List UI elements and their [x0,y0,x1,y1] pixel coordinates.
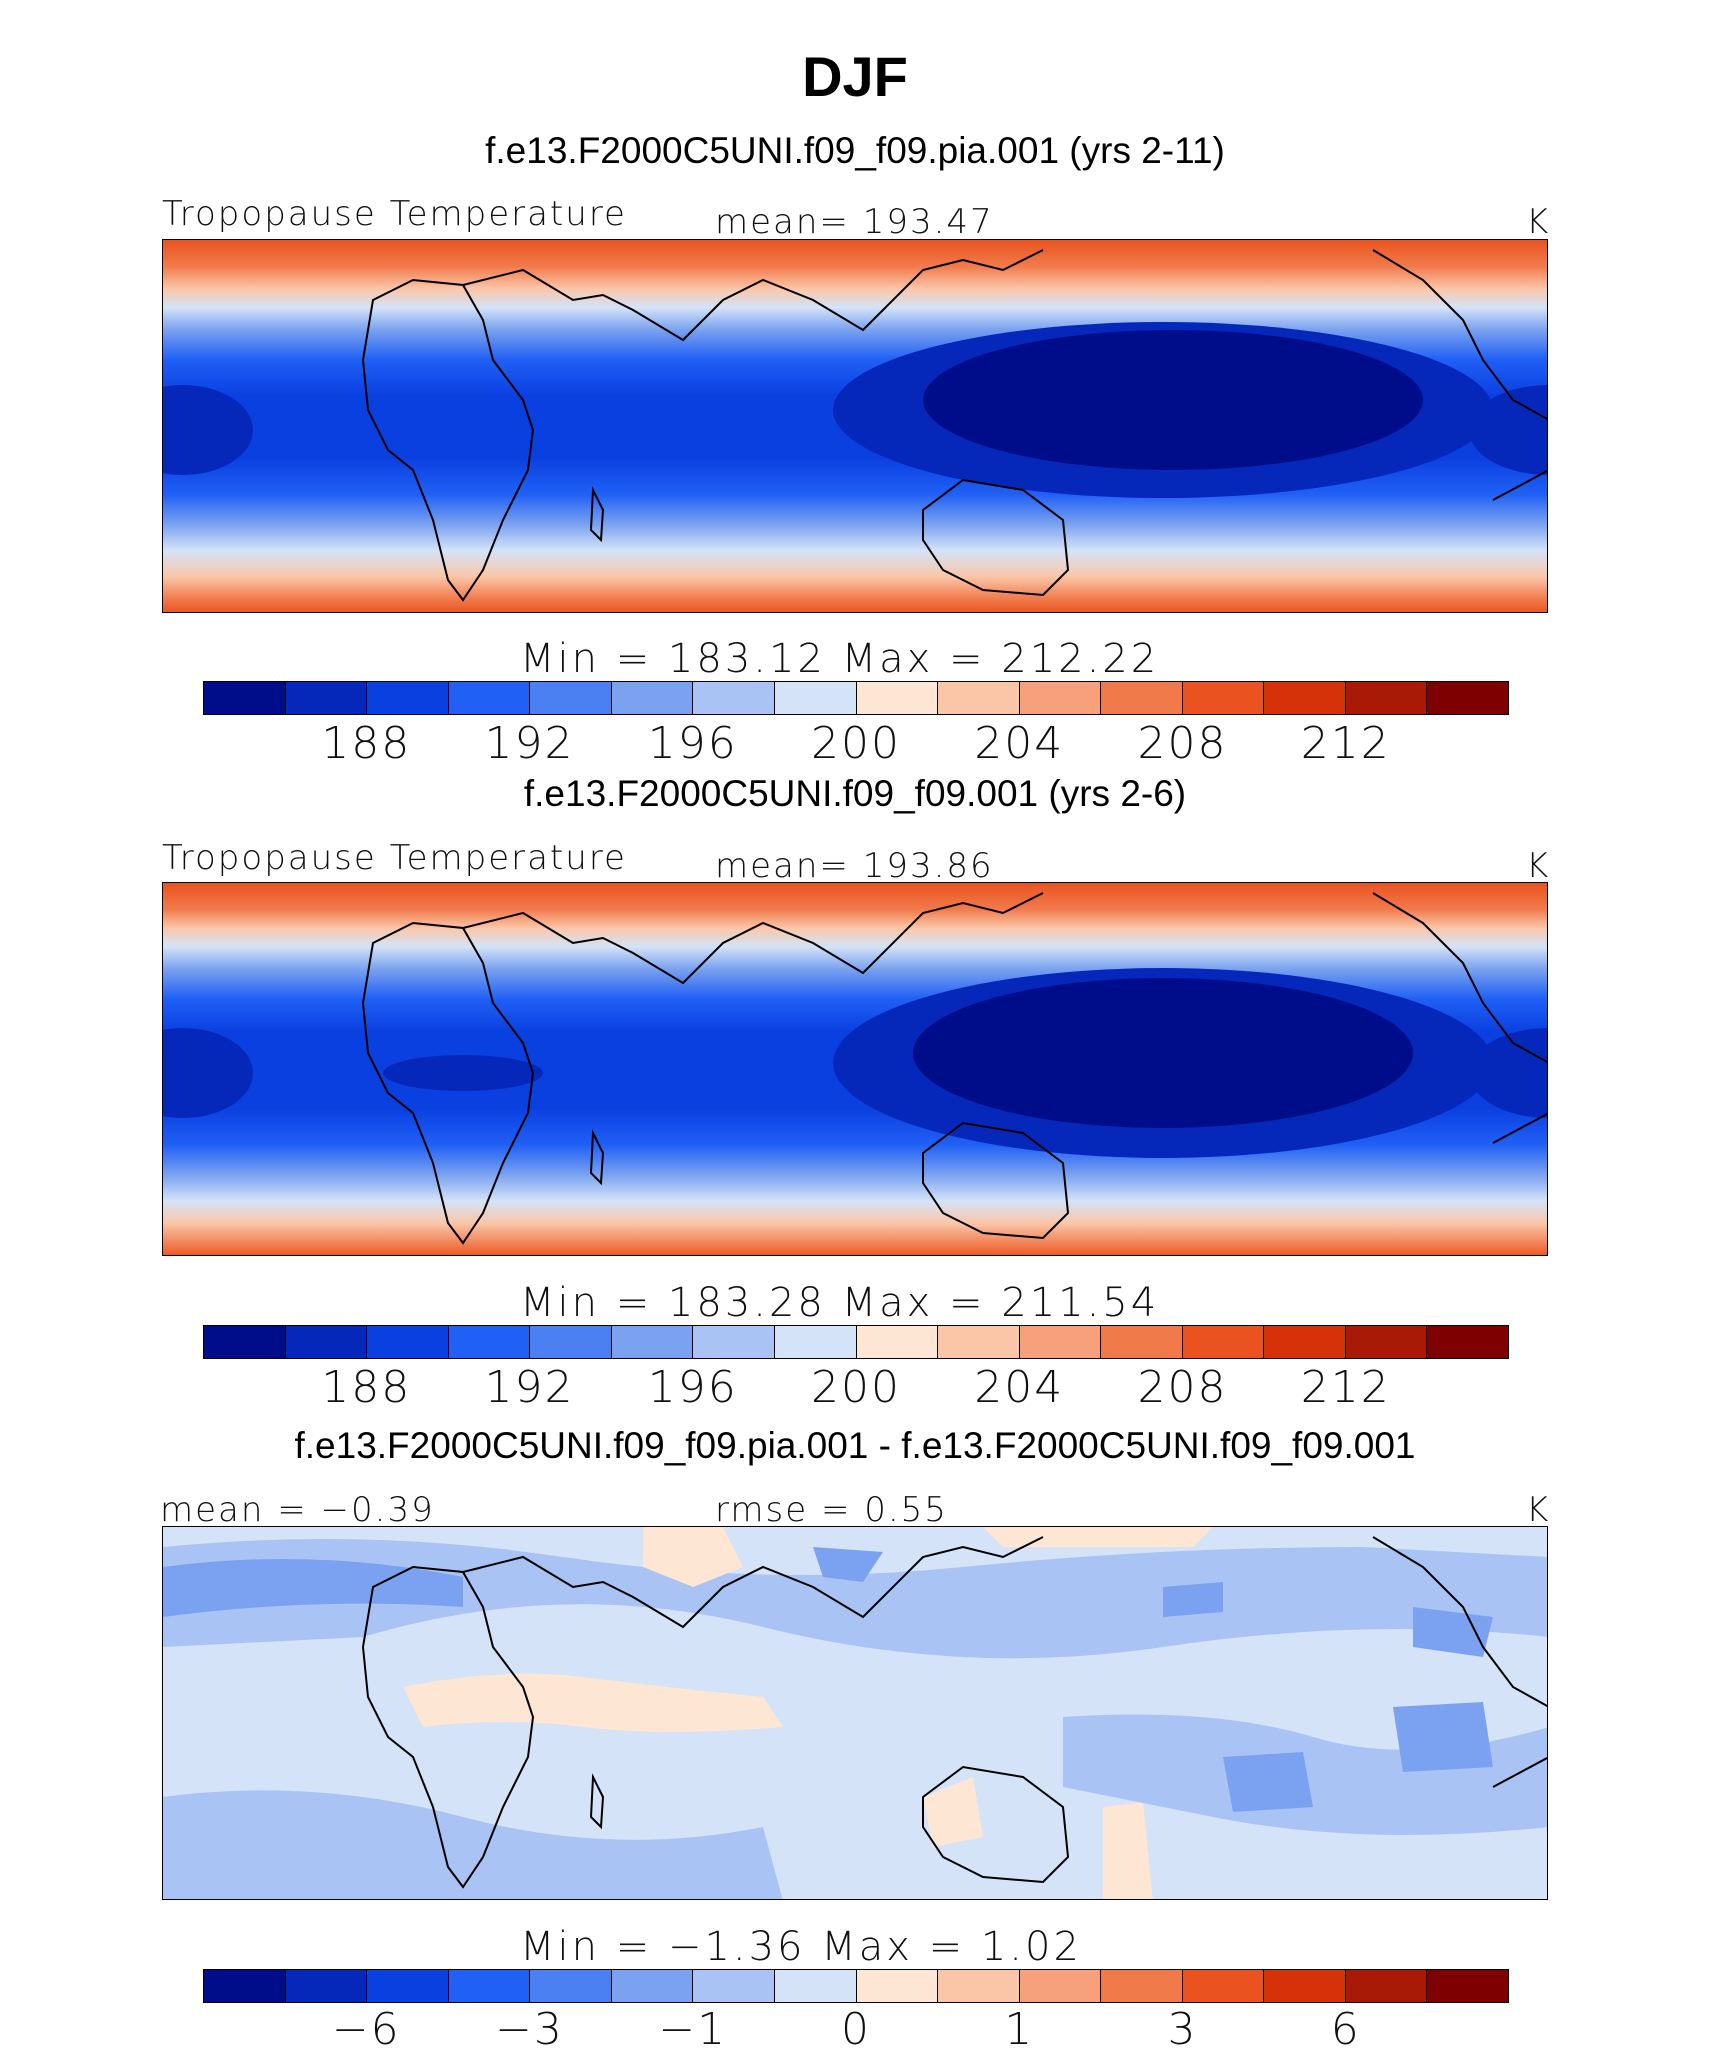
panel-3-map [162,1526,1548,1900]
colorbar-tick-label: 196 [647,718,738,769]
panel-3-field [163,1527,1547,1899]
panel-3-ticks: −6 −3 −1 0 1 3 6 [0,2004,1710,2055]
colorbar-tick-label: −6 [331,2004,401,2055]
colorbar-box [367,682,449,714]
panel-2-map [162,882,1548,1256]
colorbar-box [693,1970,775,2002]
colorbar-tick-label: 208 [1137,718,1228,769]
panel-2-variable-label: Tropopause Temperature [162,838,627,878]
colorbar-tick-label: 212 [1300,1362,1391,1413]
panel-1-ticks: 188 192 196 200 204 208 212 [0,718,1710,772]
colorbar-tick-label: 212 [1300,718,1391,769]
colorbar-box [611,1326,694,1358]
colorbar-box [1019,682,1102,714]
colorbar-box [774,682,857,714]
colorbar-box [1264,1326,1346,1358]
colorbar-box [693,682,775,714]
colorbar-box [285,682,368,714]
colorbar-tick-label: −3 [495,2004,564,2055]
colorbar-box [204,1326,286,1358]
panel-1-units-label: K [1526,202,1551,242]
colorbar-box [204,1970,286,2002]
colorbar-box [1427,1326,1508,1358]
panel-1-variable-label: Tropopause Temperature [162,194,627,234]
panel-1-run-title: f.e13.F2000C5UNI.f09_f09.pia.001 (yrs 2-… [485,130,1225,171]
colorbar-box [1019,1970,1102,2002]
colorbar-tick-label: 196 [647,1362,738,1413]
panel-2-units-label: K [1526,846,1551,886]
colorbar-box [938,1326,1020,1358]
panel-2-colorbar [203,1325,1509,1359]
colorbar-tick-label: 200 [811,718,901,769]
colorbar-tick-label: 0 [841,2004,871,2055]
colorbar-box [1345,1326,1428,1358]
colorbar-box [1427,682,1508,714]
colorbar-box [1101,1326,1183,1358]
panel-3-units-label: K [1526,1490,1551,1530]
colorbar-tick-label: 208 [1137,1362,1228,1413]
panel-3-minmax: Min = −1.36 Max = 1.02 [520,1924,1082,1970]
colorbar-box [285,1326,368,1358]
colorbar-box [204,682,286,714]
panel-1-minmax: Min = 183.12 Max = 212.22 [520,636,1160,682]
colorbar-box [938,682,1020,714]
colorbar-box [856,682,939,714]
colorbar-box [530,682,612,714]
colorbar-box [1101,682,1183,714]
colorbar-tick-label: 188 [321,1362,412,1413]
colorbar-box [1182,1326,1265,1358]
panel-1-mean-label: mean= 193.47 [715,202,994,242]
colorbar-box [774,1326,857,1358]
colorbar-box [856,1326,939,1358]
colorbar-box [774,1970,857,2002]
colorbar-box [1427,1970,1508,2002]
colorbar-box [1345,1970,1428,2002]
colorbar-box [448,1970,531,2002]
colorbar-box [1345,682,1428,714]
colorbar-box [530,1326,612,1358]
colorbar-box [1182,682,1265,714]
colorbar-tick-label: 200 [811,1362,901,1413]
figure-title: DJF [802,45,908,108]
colorbar-box [448,682,531,714]
colorbar-box [1182,1970,1265,2002]
colorbar-box [1264,682,1346,714]
colorbar-tick-label: 3 [1167,2004,1198,2055]
panel-3-rmse-label: rmse = 0.55 [715,1490,948,1530]
colorbar-box [938,1970,1020,2002]
colorbar-box [367,1326,449,1358]
colorbar-box [1264,1970,1346,2002]
colorbar-tick-label: 6 [1330,2004,1361,2055]
colorbar-box [693,1326,775,1358]
colorbar-box [448,1326,531,1358]
panel-1-field [163,240,1547,612]
colorbar-tick-label: 192 [484,718,575,769]
colorbar-box [856,1970,939,2002]
panel-2-ticks: 188 192 196 200 204 208 212 [0,1362,1710,1416]
colorbar-tick-label: 204 [974,718,1065,769]
colorbar-tick-label: 204 [974,1362,1065,1413]
colorbar-box [1019,1326,1102,1358]
colorbar-box [1101,1970,1183,2002]
colorbar-box [367,1970,449,2002]
colorbar-box [611,682,694,714]
colorbar-tick-label: −1 [658,2004,728,2055]
panel-2-field [163,883,1547,1255]
colorbar-tick-label: 192 [484,1362,575,1413]
colorbar-box [530,1970,612,2002]
panel-2-mean-label: mean= 193.86 [715,846,994,886]
panel-2-run-title: f.e13.F2000C5UNI.f09_f09.001 (yrs 2-6) [523,773,1187,814]
colorbar-box [285,1970,368,2002]
colorbar-tick-label: 1 [1004,2004,1035,2055]
panel-3-run-title: f.e13.F2000C5UNI.f09_f09.pia.001 - f.e13… [294,1425,1416,1466]
panel-3-mean-label: mean = −0.39 [160,1490,435,1530]
panel-1-colorbar [203,681,1509,715]
colorbar-box [611,1970,694,2002]
colorbar-tick-label: 188 [321,718,412,769]
panel-3-colorbar [203,1969,1509,2003]
panel-1-map [162,239,1548,613]
panel-2-minmax: Min = 183.28 Max = 211.54 [520,1280,1160,1326]
